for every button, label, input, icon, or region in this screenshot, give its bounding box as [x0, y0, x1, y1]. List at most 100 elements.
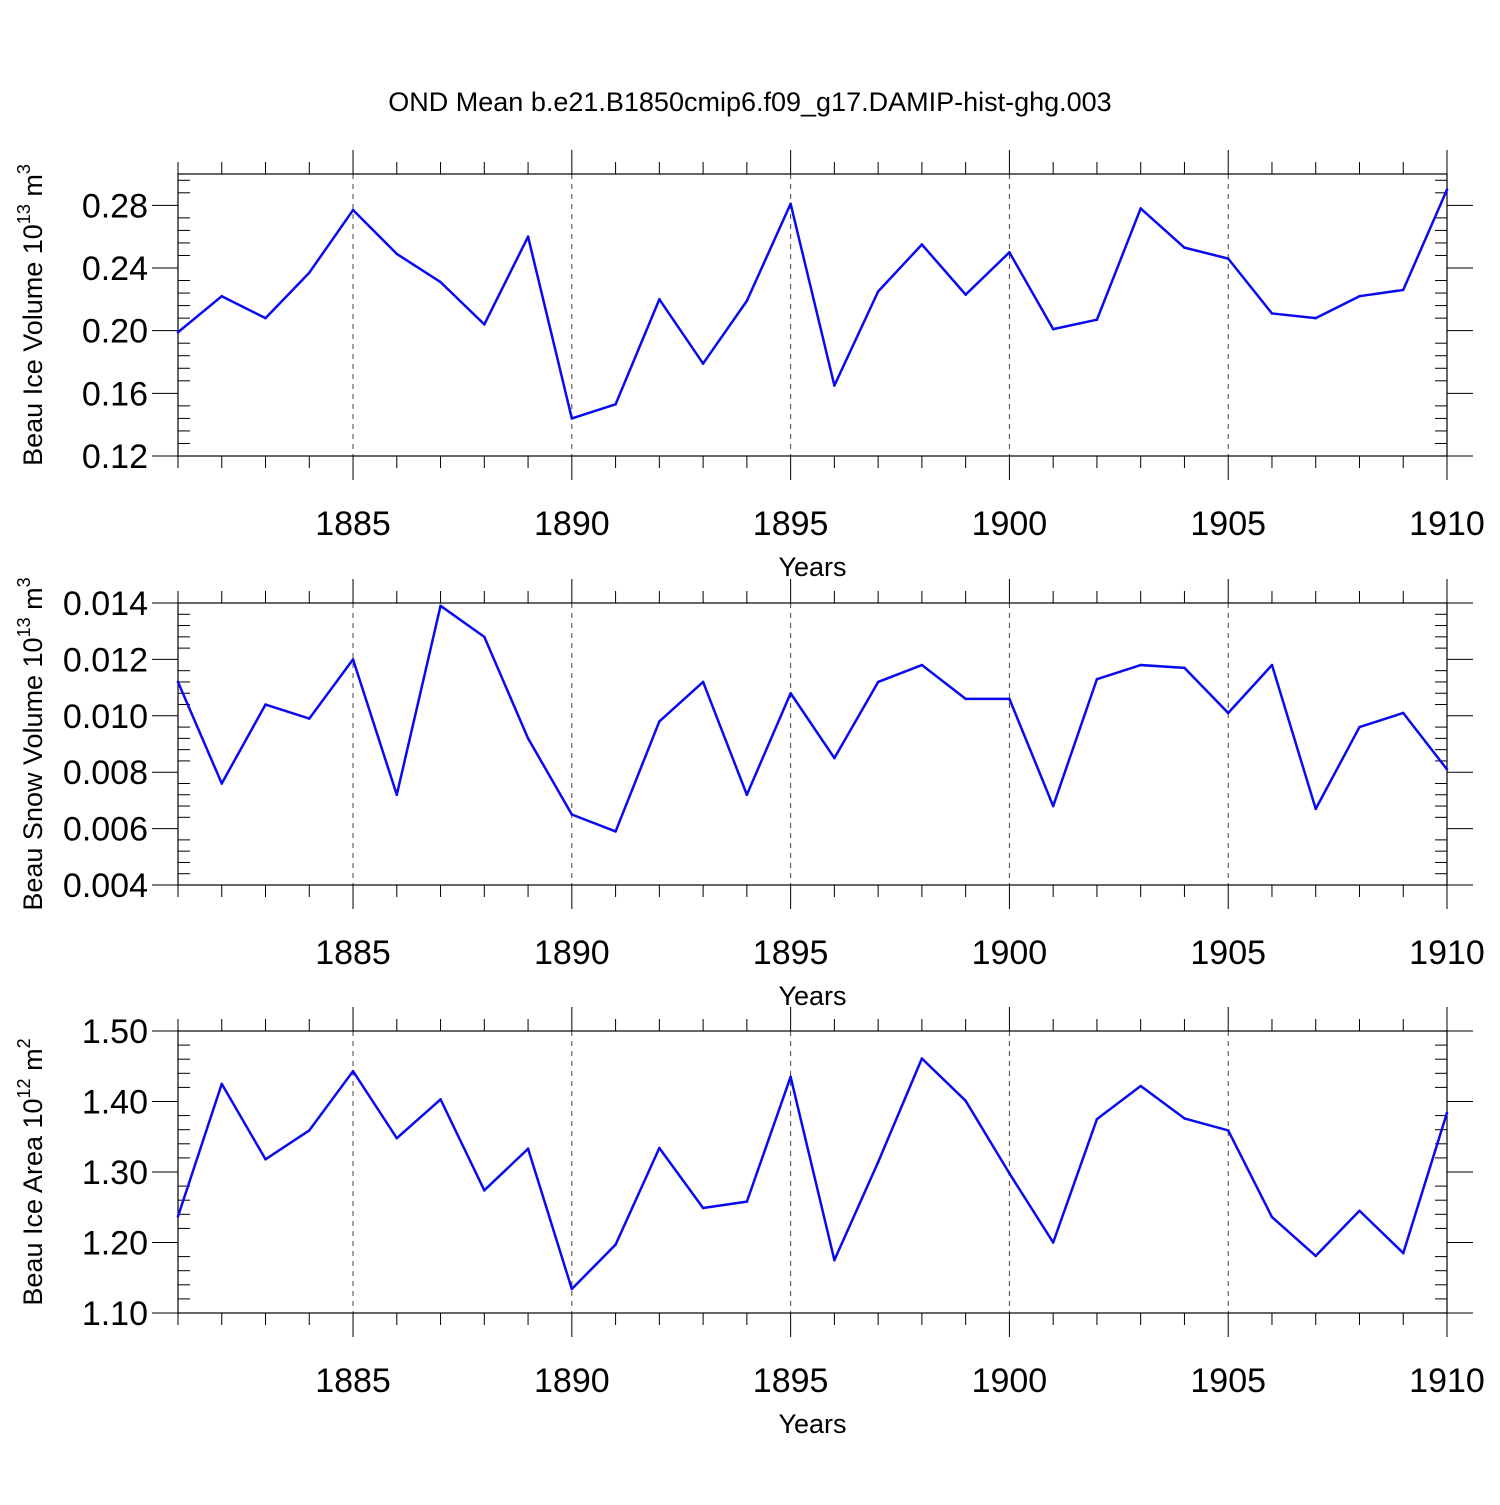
y-tick-label: 0.008 [63, 754, 148, 792]
series-line [176, 604, 1448, 833]
y-tick-label: 0.012 [63, 641, 148, 679]
data-point [1401, 711, 1405, 715]
data-point [526, 235, 530, 238]
data-point [920, 243, 924, 246]
data-point [658, 720, 661, 723]
data-point [833, 756, 836, 760]
data-point [220, 782, 224, 785]
data-point [526, 1147, 530, 1151]
chart-panels: 0.12 0.16 0.20 0.24 0.28 1885 1890 1895 1900 1905… [14, 150, 1485, 1439]
x-tick-label: 1910 [1409, 934, 1485, 972]
data-point [1051, 1241, 1055, 1244]
data-point [1358, 294, 1361, 298]
data-point [395, 793, 399, 797]
y-tick-label: 1.50 [82, 1013, 148, 1051]
data-point [745, 793, 749, 797]
data-point [1008, 697, 1011, 701]
data-point [1095, 677, 1099, 681]
data-point [483, 323, 486, 326]
x-tick-label: 1895 [753, 934, 829, 972]
data-point [351, 208, 355, 212]
y-tick-label: 0.004 [63, 867, 148, 905]
data-point [1183, 246, 1186, 249]
chart-panel-3: 1.10 1.20 1.30 1.40 1.50 1885 1890 1895 1900 1905… [14, 1007, 1485, 1439]
data-point [483, 635, 486, 639]
figure-title: OND Mean b.e21.B1850cmip6.f09_g17.DAMIP-… [388, 87, 1111, 117]
data-point [1314, 807, 1318, 811]
y-axis-title-base: Beau Ice Volume 10 [18, 224, 48, 466]
data-point [220, 294, 224, 298]
data-point [789, 691, 792, 695]
data-point [1226, 1129, 1230, 1132]
y-tick-label: 0.010 [63, 698, 148, 736]
data-point [1183, 1117, 1186, 1120]
x-axis-title: Years [778, 552, 846, 582]
data-point [1051, 327, 1055, 331]
y-axis-title: Beau Ice Volume 1013 m3 [14, 164, 48, 466]
data-point [614, 830, 617, 833]
data-point [351, 658, 355, 661]
data-point [483, 1189, 486, 1192]
data-point [395, 1136, 399, 1140]
data-point [745, 1200, 749, 1203]
y-tick-label: 0.28 [82, 187, 148, 225]
plot-frame [177, 1030, 1448, 1314]
y-axis-title: Beau Ice Area 1012 m2 [14, 1038, 48, 1305]
data-point [176, 680, 180, 684]
data-point [1314, 316, 1318, 320]
data-point [1358, 725, 1361, 729]
y-tick-label: 1.40 [82, 1084, 148, 1122]
data-point [658, 1146, 661, 1150]
y-axis-title-unitexp: 3 [14, 577, 34, 587]
y-tick-label: 0.014 [63, 585, 148, 623]
data-point [570, 1287, 574, 1291]
x-tick-label: 1910 [1409, 1362, 1485, 1400]
data-point [351, 1069, 355, 1073]
data-point [1095, 318, 1099, 322]
data-point [658, 298, 661, 301]
data-point [964, 1099, 967, 1103]
x-tick-label: 1890 [534, 505, 610, 543]
y-axis-title-exp: 13 [14, 617, 34, 637]
data-point [1270, 663, 1274, 667]
data-point [964, 697, 967, 701]
y-axis-title-unitexp: 2 [14, 1038, 34, 1048]
data-point [439, 280, 442, 284]
data-point [439, 1098, 442, 1101]
y-tick-label: 1.30 [82, 1154, 148, 1192]
x-tick-label: 1885 [315, 505, 391, 543]
data-point [1445, 188, 1449, 191]
data-point [789, 1075, 792, 1079]
y-tick-label: 0.20 [82, 313, 148, 351]
x-axis-title: Years [778, 981, 846, 1011]
data-point [789, 202, 792, 206]
data-point [1183, 666, 1186, 670]
x-tick-label: 1900 [972, 505, 1048, 543]
x-tick-label: 1895 [753, 1362, 829, 1400]
data-point [920, 663, 924, 667]
data-point [701, 680, 705, 684]
data-point [614, 1243, 617, 1246]
y-axis-title-unit: m [18, 587, 48, 617]
data-point [745, 299, 749, 303]
data-point [1226, 257, 1230, 260]
data-point [920, 1057, 924, 1060]
data-point [1008, 1172, 1011, 1175]
data-point [876, 680, 880, 684]
chart-panel-2: 0.004 0.006 0.008 0.010 0.012 0.014 1885 1890 18… [14, 577, 1485, 1011]
series-line [177, 189, 1449, 420]
data-point [1358, 1209, 1361, 1213]
y-tick-label: 0.12 [82, 438, 148, 476]
y-axis-title: Beau Snow Volume 1013 m3 [14, 577, 48, 910]
plot-frame [177, 602, 1448, 886]
data-point [1401, 288, 1405, 292]
plot-frame [177, 173, 1448, 457]
data-point [1445, 1111, 1449, 1115]
x-tick-label: 1900 [972, 934, 1048, 972]
data-point [439, 604, 442, 608]
data-point [876, 290, 880, 293]
data-point [526, 737, 530, 740]
data-point [1008, 251, 1011, 254]
data-point [876, 1160, 880, 1164]
